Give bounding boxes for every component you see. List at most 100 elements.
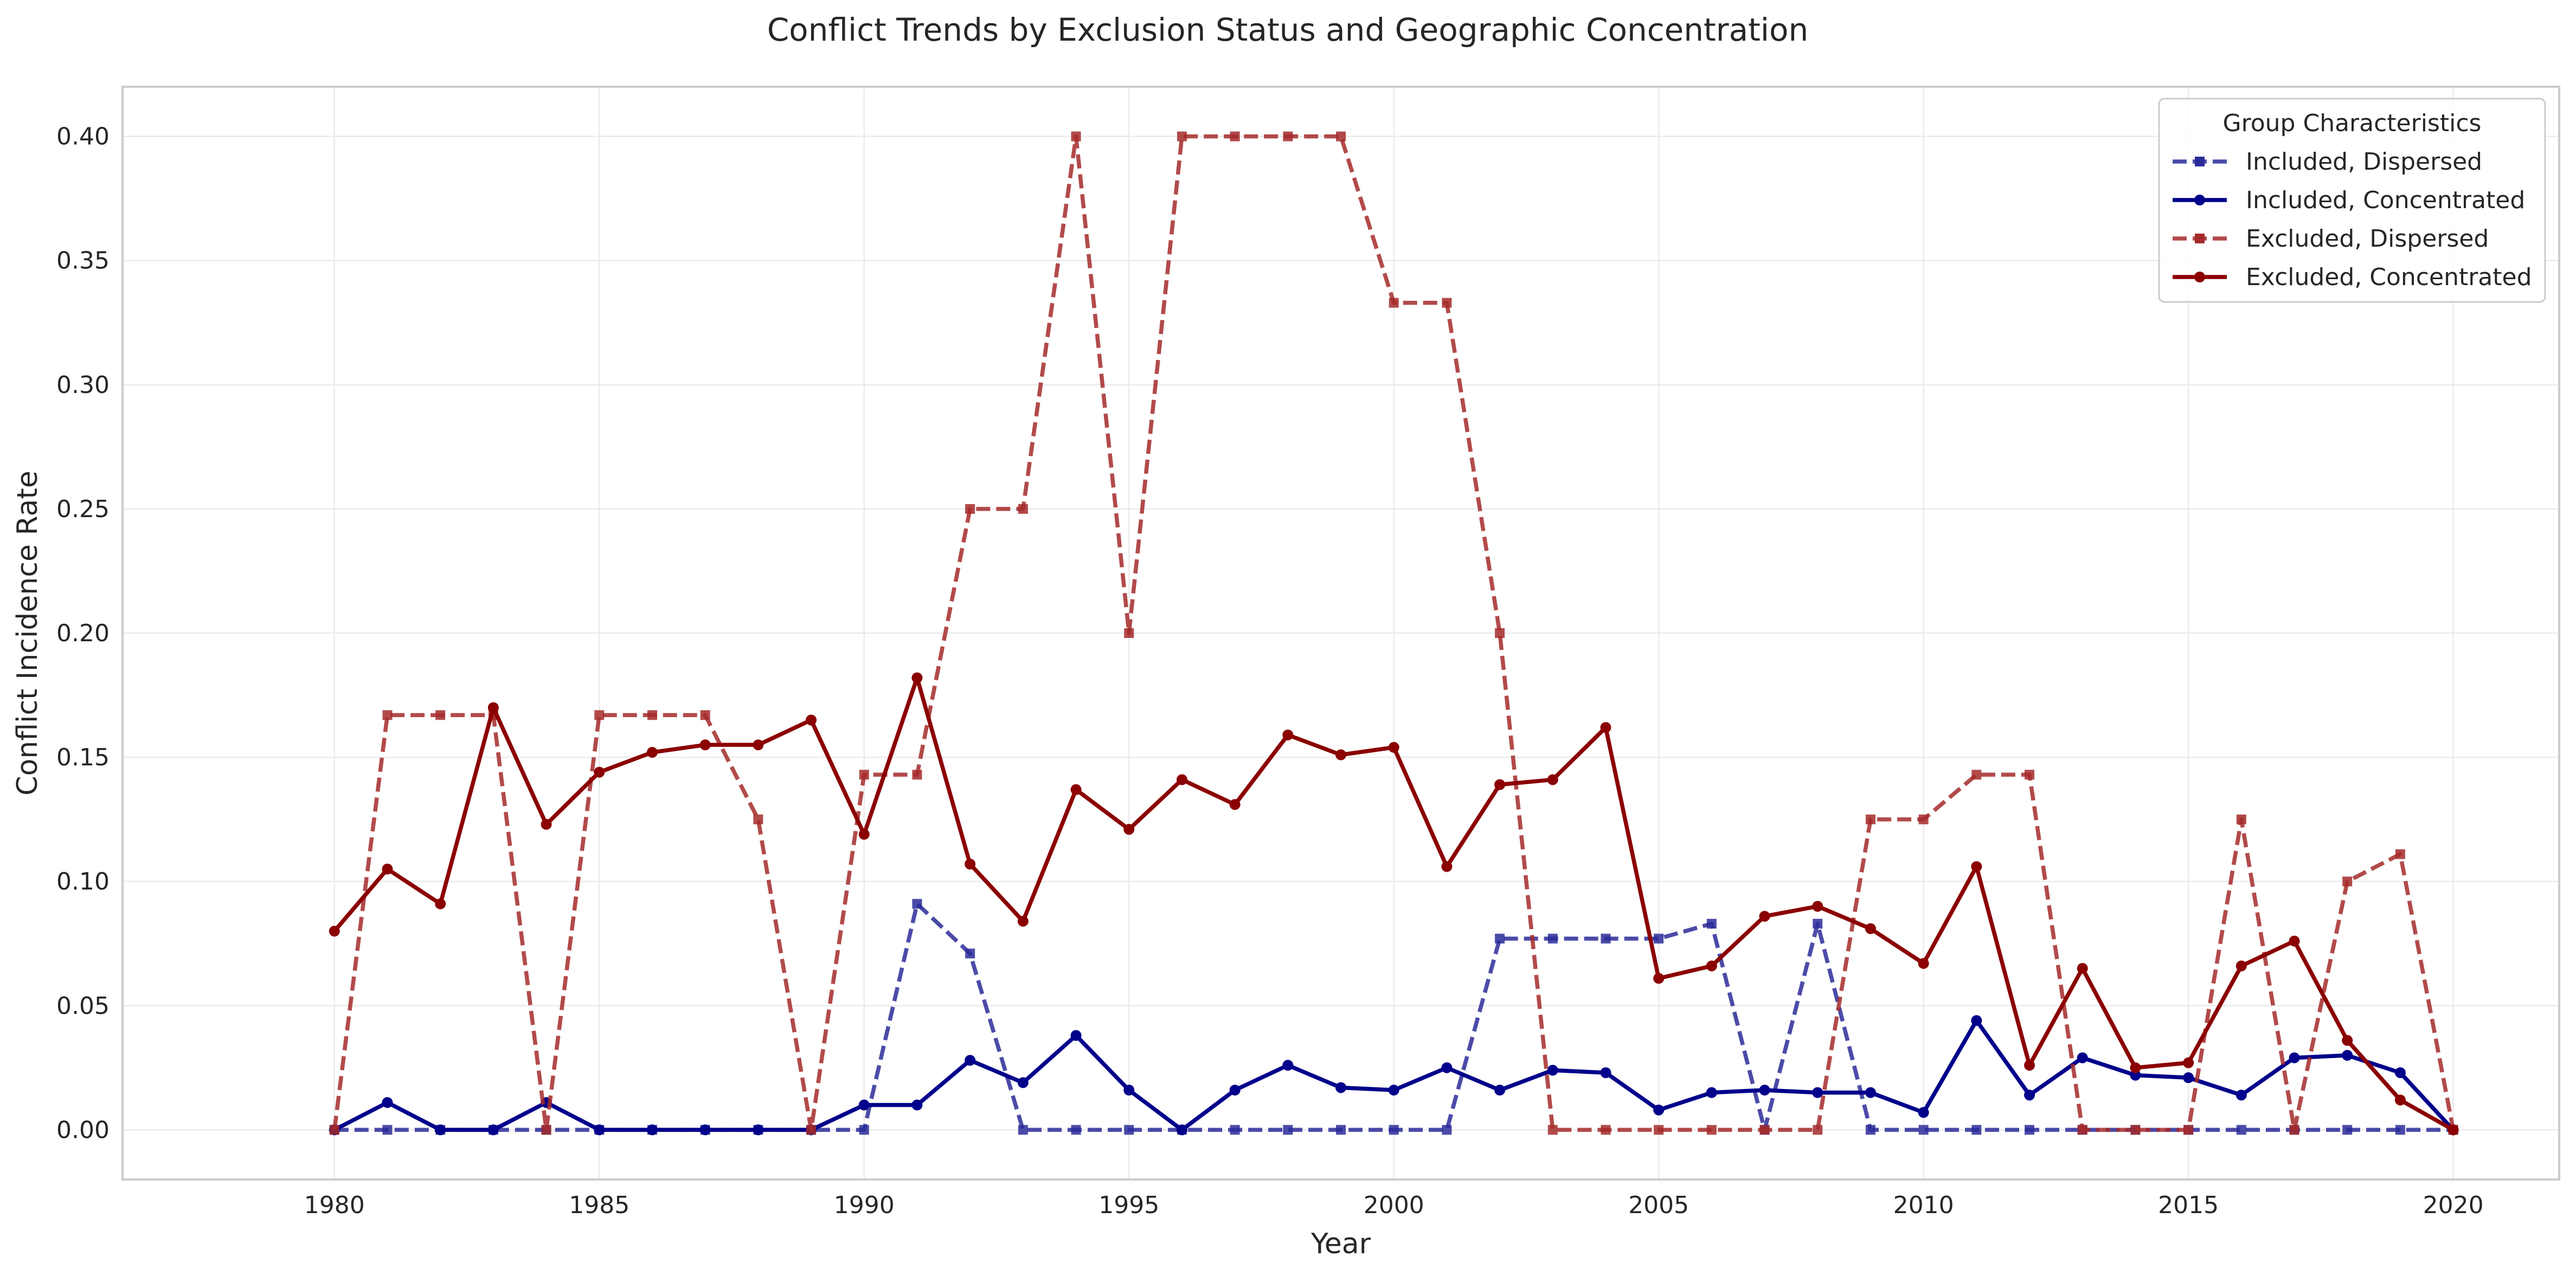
legend-marker bbox=[2194, 195, 2205, 205]
data-point bbox=[1495, 933, 1505, 944]
data-point bbox=[2130, 1125, 2141, 1135]
data-point bbox=[435, 898, 446, 910]
data-point bbox=[1283, 1125, 1293, 1135]
data-point bbox=[1494, 1085, 1506, 1096]
data-point bbox=[911, 672, 923, 684]
y-tick-label: 0.15 bbox=[56, 744, 110, 771]
data-point bbox=[1495, 628, 1505, 638]
legend-entry-excluded-concentrated: Excluded, Concentrated bbox=[2173, 263, 2532, 291]
y-tick-label: 0.20 bbox=[56, 620, 110, 647]
data-point bbox=[1389, 298, 1399, 308]
data-point bbox=[965, 859, 976, 870]
data-point bbox=[1441, 861, 1453, 872]
legend: Group Characteristics Included, Disperse… bbox=[2158, 98, 2546, 303]
data-point bbox=[2236, 814, 2246, 824]
data-point bbox=[382, 1125, 393, 1135]
data-point bbox=[1654, 1125, 1664, 1135]
data-point bbox=[1759, 911, 1770, 922]
data-point bbox=[1547, 1125, 1558, 1135]
data-point bbox=[1388, 742, 1399, 753]
data-point bbox=[1600, 722, 1611, 733]
data-point bbox=[487, 1124, 499, 1136]
data-point bbox=[2342, 1125, 2353, 1135]
data-point bbox=[541, 819, 552, 830]
data-point bbox=[965, 1055, 976, 1066]
data-point bbox=[965, 949, 975, 959]
data-point bbox=[1230, 131, 1240, 141]
data-point bbox=[1336, 1125, 1346, 1135]
data-point bbox=[859, 770, 869, 780]
data-point bbox=[1124, 1125, 1134, 1135]
data-point bbox=[1601, 933, 1611, 944]
legend-box bbox=[2158, 98, 2546, 303]
y-tick-label: 0.00 bbox=[56, 1116, 110, 1144]
data-point bbox=[2235, 1090, 2247, 1101]
data-point bbox=[1600, 1067, 1611, 1078]
data-point bbox=[753, 739, 764, 751]
data-point bbox=[1918, 814, 1929, 824]
data-point bbox=[1918, 1125, 1929, 1135]
legend-entry-excluded-dispersed: Excluded, Dispersed bbox=[2173, 225, 2489, 253]
data-point bbox=[646, 746, 658, 758]
data-point bbox=[1812, 901, 1823, 912]
data-point bbox=[1971, 1125, 1982, 1135]
legend-entry-included-dispersed: Included, Dispersed bbox=[2173, 148, 2482, 176]
data-point bbox=[647, 710, 657, 720]
data-point bbox=[2024, 1060, 2035, 1071]
data-point bbox=[1654, 933, 1664, 944]
data-point bbox=[1123, 823, 1135, 835]
x-tick-label: 2010 bbox=[1893, 1191, 1954, 1219]
series-layer bbox=[329, 131, 2459, 1136]
data-point bbox=[1018, 504, 1028, 514]
data-point bbox=[594, 1124, 605, 1136]
data-point bbox=[1865, 814, 1875, 824]
data-point bbox=[1442, 298, 1452, 308]
data-point bbox=[2025, 770, 2035, 780]
data-point bbox=[2289, 936, 2300, 947]
data-point bbox=[1971, 861, 1982, 872]
data-point bbox=[2077, 963, 2088, 974]
data-point bbox=[1071, 131, 1081, 141]
data-point bbox=[2077, 1052, 2088, 1064]
data-point bbox=[1176, 1124, 1187, 1136]
legend-label: Excluded, Concentrated bbox=[2246, 263, 2532, 291]
data-point bbox=[2236, 1125, 2246, 1135]
x-tick-label: 2020 bbox=[2423, 1191, 2484, 1219]
data-point bbox=[911, 1099, 923, 1111]
data-point bbox=[1971, 1015, 1982, 1026]
data-point bbox=[1813, 1125, 1823, 1135]
data-point bbox=[806, 714, 817, 726]
data-point bbox=[2394, 1094, 2406, 1106]
data-point bbox=[1283, 131, 1293, 141]
data-point bbox=[700, 710, 710, 720]
data-point bbox=[858, 829, 870, 840]
data-point bbox=[594, 766, 605, 778]
data-point bbox=[2130, 1069, 2141, 1081]
y-tick-label: 0.30 bbox=[56, 371, 110, 399]
data-point bbox=[1176, 774, 1187, 785]
data-point bbox=[2342, 1035, 2353, 1046]
x-tick-label: 2000 bbox=[1364, 1191, 1424, 1219]
data-point bbox=[2289, 1052, 2300, 1064]
data-point bbox=[1018, 1125, 1028, 1135]
data-point bbox=[1282, 1060, 1294, 1071]
legend-marker bbox=[2195, 157, 2205, 166]
data-point bbox=[435, 710, 446, 720]
legend-entry-included-concentrated: Included, Concentrated bbox=[2173, 186, 2525, 214]
data-point bbox=[2024, 1090, 2035, 1101]
data-point bbox=[382, 1097, 393, 1108]
data-point bbox=[646, 1124, 658, 1136]
data-point bbox=[1812, 1087, 1823, 1098]
data-point bbox=[1865, 1087, 1876, 1098]
legend-marker bbox=[2195, 234, 2205, 243]
x-tick-label: 1980 bbox=[304, 1191, 365, 1219]
data-point bbox=[912, 770, 922, 780]
data-point bbox=[1070, 1030, 1082, 1041]
data-point bbox=[1547, 1065, 1558, 1076]
data-point bbox=[2077, 1125, 2087, 1135]
y-tick-label: 0.05 bbox=[56, 992, 110, 1020]
legend-title: Group Characteristics bbox=[2223, 109, 2482, 137]
data-point bbox=[1071, 1125, 1081, 1135]
legend-label: Excluded, Dispersed bbox=[2246, 225, 2489, 253]
x-tick-label: 2015 bbox=[2158, 1191, 2219, 1219]
